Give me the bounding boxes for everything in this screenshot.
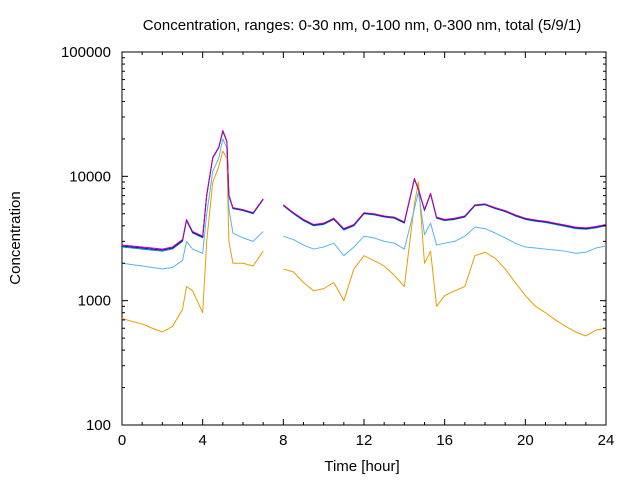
x-tick-label: 24 — [598, 432, 615, 449]
x-tick-label: 20 — [517, 432, 534, 449]
series-line-5 — [121, 129, 607, 250]
x-tick-label: 8 — [279, 432, 287, 449]
y-tick-label: 100000 — [61, 44, 111, 61]
x-tick-label: 16 — [436, 432, 453, 449]
plot-border — [121, 51, 607, 426]
y-tick-label: 10000 — [69, 168, 111, 185]
series-lines — [121, 129, 607, 337]
plot-area — [121, 51, 607, 426]
x-axis-label: Time [hour] — [324, 458, 399, 475]
y-tick-label: 1000 — [78, 293, 111, 310]
chart-title: Concentration, ranges: 0-30 nm, 0-100 nm… — [143, 17, 582, 34]
x-axis: 0 4 8 12 16 20 24 — [118, 52, 615, 449]
y-tick-label: 100 — [86, 417, 111, 434]
x-tick-label: 12 — [356, 432, 373, 449]
y-axis: 100 1000 10000 100000 — [61, 44, 606, 434]
x-tick-label: 0 — [118, 432, 126, 449]
series-line-1 — [121, 150, 607, 337]
x-tick-label: 4 — [198, 432, 206, 449]
y-axis-label: Concentration — [7, 191, 24, 284]
series-line-2 — [121, 138, 607, 270]
